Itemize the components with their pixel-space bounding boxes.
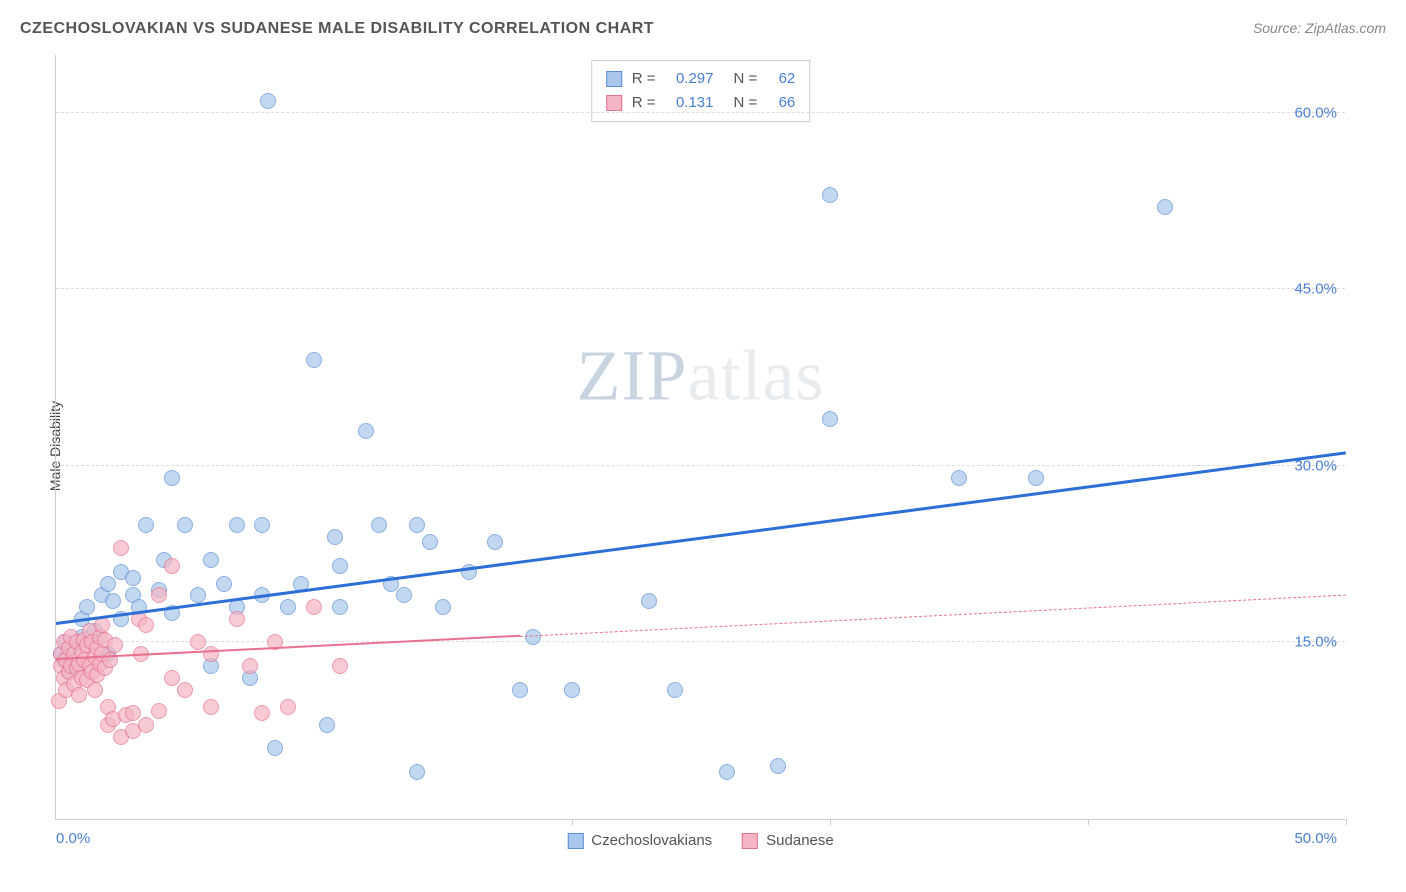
r-value: 0.297: [666, 67, 714, 91]
data-point: [151, 587, 167, 603]
data-point: [203, 552, 219, 568]
data-point: [564, 682, 580, 698]
watermark-atlas: atlas: [688, 335, 825, 415]
data-point: [107, 637, 123, 653]
series-legend-item: Czechoslovakians: [567, 832, 712, 849]
data-point: [306, 352, 322, 368]
x-tick-mark: [1088, 819, 1089, 825]
data-point: [79, 599, 95, 615]
data-point: [667, 682, 683, 698]
data-point: [260, 93, 276, 109]
data-point: [254, 705, 270, 721]
data-point: [229, 611, 245, 627]
data-point: [396, 587, 412, 603]
data-point: [164, 470, 180, 486]
chart-title: CZECHOSLOVAKIAN VS SUDANESE MALE DISABIL…: [20, 20, 654, 38]
data-point: [138, 617, 154, 633]
data-point: [203, 699, 219, 715]
data-point: [229, 517, 245, 533]
y-tick-label: 60.0%: [1294, 104, 1337, 121]
n-value: 62: [767, 67, 795, 91]
legend-swatch: [742, 833, 758, 849]
watermark-zip: ZIP: [577, 335, 688, 415]
n-label: N =: [734, 67, 758, 91]
data-point: [319, 717, 335, 733]
data-point: [327, 529, 343, 545]
gridline: [56, 288, 1345, 289]
data-point: [332, 599, 348, 615]
data-point: [190, 634, 206, 650]
data-point: [371, 517, 387, 533]
data-point: [280, 699, 296, 715]
series-legend-label: Czechoslovakians: [591, 832, 712, 849]
data-point: [164, 670, 180, 686]
data-point: [254, 517, 270, 533]
data-point: [100, 576, 116, 592]
data-point: [203, 646, 219, 662]
watermark: ZIPatlas: [577, 334, 825, 417]
gridline: [56, 112, 1345, 113]
data-point: [280, 599, 296, 615]
data-point: [770, 758, 786, 774]
series-legend-label: Sudanese: [766, 832, 834, 849]
x-tick-mark: [830, 819, 831, 825]
data-point: [358, 423, 374, 439]
data-point: [242, 658, 258, 674]
plot-area: ZIPatlas R =0.297N =62R =0.131N =66 Czec…: [55, 55, 1345, 820]
data-point: [267, 740, 283, 756]
y-tick-label: 45.0%: [1294, 281, 1337, 298]
data-point: [422, 534, 438, 550]
legend-swatch: [567, 833, 583, 849]
legend-swatch: [606, 71, 622, 87]
series-legend: Czechoslovakians Sudanese: [567, 832, 833, 849]
legend-swatch: [606, 95, 622, 111]
data-point: [164, 558, 180, 574]
trend-line: [56, 451, 1346, 625]
data-point: [1028, 470, 1044, 486]
data-point: [177, 517, 193, 533]
data-point: [177, 682, 193, 698]
source-attribution: Source: ZipAtlas.com: [1253, 20, 1386, 36]
data-point: [190, 587, 206, 603]
chart-container: CZECHOSLOVAKIAN VS SUDANESE MALE DISABIL…: [0, 0, 1406, 892]
data-point: [87, 682, 103, 698]
gridline: [56, 465, 1345, 466]
data-point: [105, 593, 121, 609]
y-tick-label: 15.0%: [1294, 634, 1337, 651]
data-point: [951, 470, 967, 486]
data-point: [138, 717, 154, 733]
data-point: [216, 576, 232, 592]
data-point: [512, 682, 528, 698]
data-point: [435, 599, 451, 615]
data-point: [487, 534, 503, 550]
gridline: [56, 641, 1345, 642]
trend-line: [56, 635, 520, 660]
data-point: [409, 517, 425, 533]
data-point: [71, 687, 87, 703]
x-tick-mark: [572, 819, 573, 825]
data-point: [125, 705, 141, 721]
legend-row: R = 0.297 N = 62: [606, 67, 796, 91]
data-point: [332, 658, 348, 674]
data-point: [822, 187, 838, 203]
data-point: [822, 411, 838, 427]
data-point: [332, 558, 348, 574]
x-tick-label: 50.0%: [1294, 830, 1337, 847]
data-point: [113, 540, 129, 556]
data-point: [125, 570, 141, 586]
data-point: [641, 593, 657, 609]
data-point: [306, 599, 322, 615]
data-point: [138, 517, 154, 533]
r-label: R =: [632, 67, 656, 91]
x-tick-mark: [1346, 819, 1347, 825]
data-point: [151, 703, 167, 719]
data-point: [409, 764, 425, 780]
data-point: [719, 764, 735, 780]
series-legend-item: Sudanese: [742, 832, 834, 849]
x-tick-label: 0.0%: [56, 830, 90, 847]
data-point: [1157, 199, 1173, 215]
